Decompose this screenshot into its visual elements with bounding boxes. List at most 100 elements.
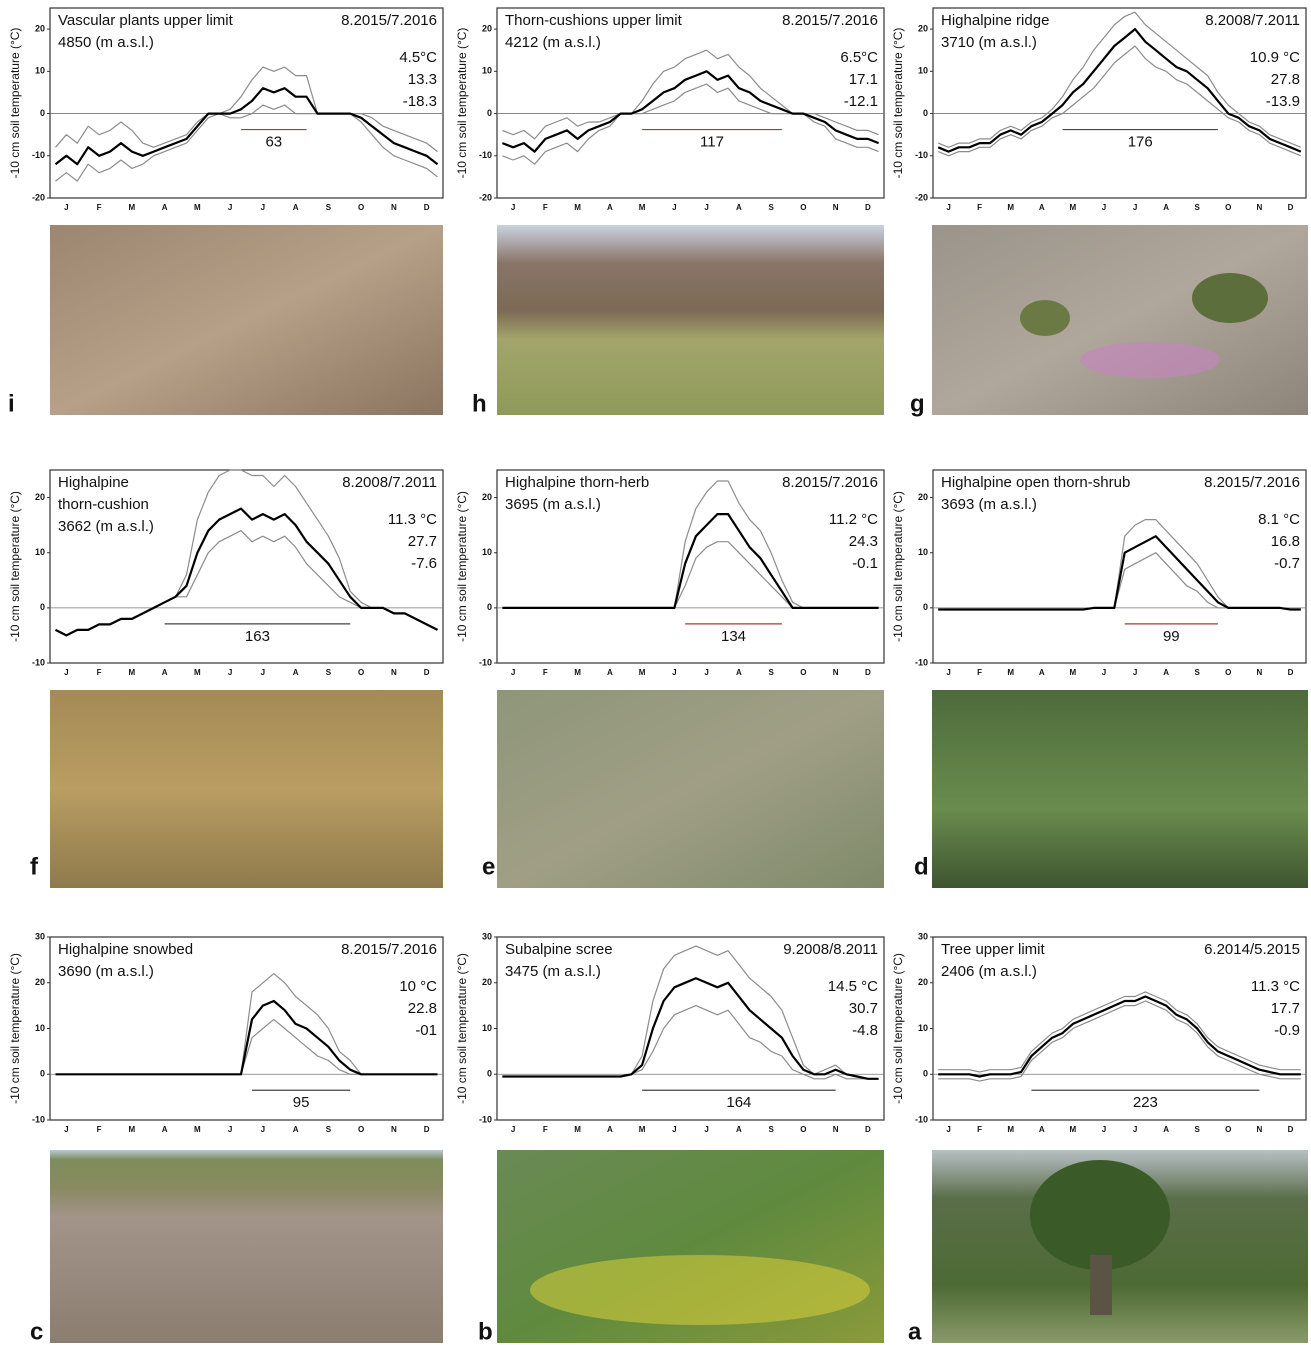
y-tick-label: -10 [479,657,492,667]
y-tick-label: -20 [479,192,492,202]
temperature-line [938,995,1301,1078]
x-tick-label: A [736,203,742,212]
stat: -12.1 [844,93,878,110]
x-tick-label: S [768,668,774,677]
y-axis-label: -10 cm soil temperature (°C) [455,491,469,642]
stat: 17.7 [1271,1000,1300,1017]
x-tick-label: J [261,1125,265,1134]
temperature-line [937,28,1302,153]
x-tick-label: J [261,203,265,212]
x-tick-label: A [607,1125,613,1134]
photo [932,225,1308,415]
y-tick-label: 20 [35,977,45,987]
y-tick-label: 0 [923,602,928,612]
stat: 4.5°C [399,49,437,66]
chart: -20 -10 0 10 20 J F M A M J J A S O N D -10 cm soil tempe… [891,7,1307,212]
panel-title: 3695 (m a.s.l.) [505,496,601,513]
x-tick-label: O [1225,668,1231,677]
y-tick-label: 0 [487,1069,492,1079]
x-tick-label: F [97,668,102,677]
panel-title: 3693 (m a.s.l.) [941,496,1037,513]
x-tick-label: O [358,1125,364,1134]
x-tick-label: J [672,1125,676,1134]
y-axis-label: -10 cm soil temperature (°C) [891,953,905,1104]
x-tick-label: N [1256,203,1262,212]
x-tick-label: N [833,668,839,677]
x-tick-label: D [865,203,871,212]
x-tick-label: O [1225,203,1231,212]
y-tick-label: 20 [918,23,928,33]
x-tick-label: M [639,1125,646,1134]
period: 8.2015/7.2016 [782,474,878,491]
x-tick-label: F [543,668,548,677]
x-tick-label: F [977,1125,982,1134]
photo-letter: i [8,390,15,417]
stat: 6.5°C [840,49,878,66]
photo [932,690,1308,888]
x-tick-label: A [1039,203,1045,212]
x-tick-label: M [639,203,646,212]
x-tick-label: J [228,203,232,212]
x-tick-label: S [1195,668,1201,677]
temperature-line [55,507,438,637]
chart: -10 0 10 20 30 J F M A M J J A S O N D -10 cm soil temper… [455,931,885,1134]
x-tick-label: J [946,203,950,212]
photo-letter: f [30,853,39,880]
panel-title: Highalpine ridge [941,12,1049,29]
chart: -10 0 10 20 30 J F M A M J J A S O N D -10 cm soil temper… [8,931,444,1134]
y-tick-label: 10 [918,547,928,557]
x-tick-label: S [768,1125,774,1134]
photo [50,690,443,888]
x-tick-label: S [1195,1125,1201,1134]
photo [497,225,884,415]
chart: -20 -10 0 10 20 J F M A M J J A S O N D -10 cm soil tempe… [8,7,444,212]
temperature-line [502,977,879,1080]
x-tick-label: N [1256,1125,1262,1134]
plot-frame [496,469,885,664]
stat: 17.1 [849,71,878,88]
y-tick-label: -10 [479,150,492,160]
y-tick-label: 20 [35,23,45,33]
x-tick-label: F [97,1125,102,1134]
plot-frame [49,7,444,199]
x-tick-label: J [261,668,265,677]
x-tick-label: M [574,668,581,677]
season-duration: 63 [265,134,282,151]
x-tick-label: D [424,203,430,212]
y-axis-label: -10 cm soil temperature (°C) [455,953,469,1104]
photo-letter: b [478,1318,493,1345]
stat: 11.3 °C [388,511,437,528]
panel-title: Subalpine scree [505,941,613,958]
season-duration: 176 [1128,134,1153,151]
season-duration: 164 [726,1094,751,1111]
photo-letter: d [914,853,929,880]
photo-letter: c [30,1318,43,1345]
x-tick-label: M [574,1125,581,1134]
x-tick-label: A [736,1125,742,1134]
stat: 10.9 °C [1250,49,1300,66]
period: 8.2008/7.2011 [1205,12,1300,29]
panel-title: 3690 (m a.s.l.) [58,963,154,980]
x-tick-label: M [639,668,646,677]
photo [497,690,884,888]
y-tick-label: 0 [487,108,492,118]
chart: -20 -10 0 10 20 J F M A M J J A S O N D -10 cm soil tempe… [455,7,885,212]
y-tick-label: 20 [482,977,492,987]
x-tick-label: J [228,1125,232,1134]
photo-letter: e [482,853,495,880]
shrub [1192,273,1268,323]
y-tick-label: 20 [918,977,928,987]
y-tick-label: 0 [923,108,928,118]
panel-title: Vascular plants upper limit [58,12,234,29]
temperature-line [937,11,1302,148]
x-tick-label: O [358,668,364,677]
x-tick-label: O [800,203,806,212]
y-tick-label: -10 [32,150,45,160]
x-tick-label: A [1039,1125,1045,1134]
x-tick-label: A [607,203,613,212]
x-tick-label: D [1288,203,1294,212]
stat: 22.8 [408,1000,437,1017]
x-tick-label: O [358,203,364,212]
panel-title: 4850 (m a.s.l.) [58,34,154,51]
x-tick-label: O [800,668,806,677]
